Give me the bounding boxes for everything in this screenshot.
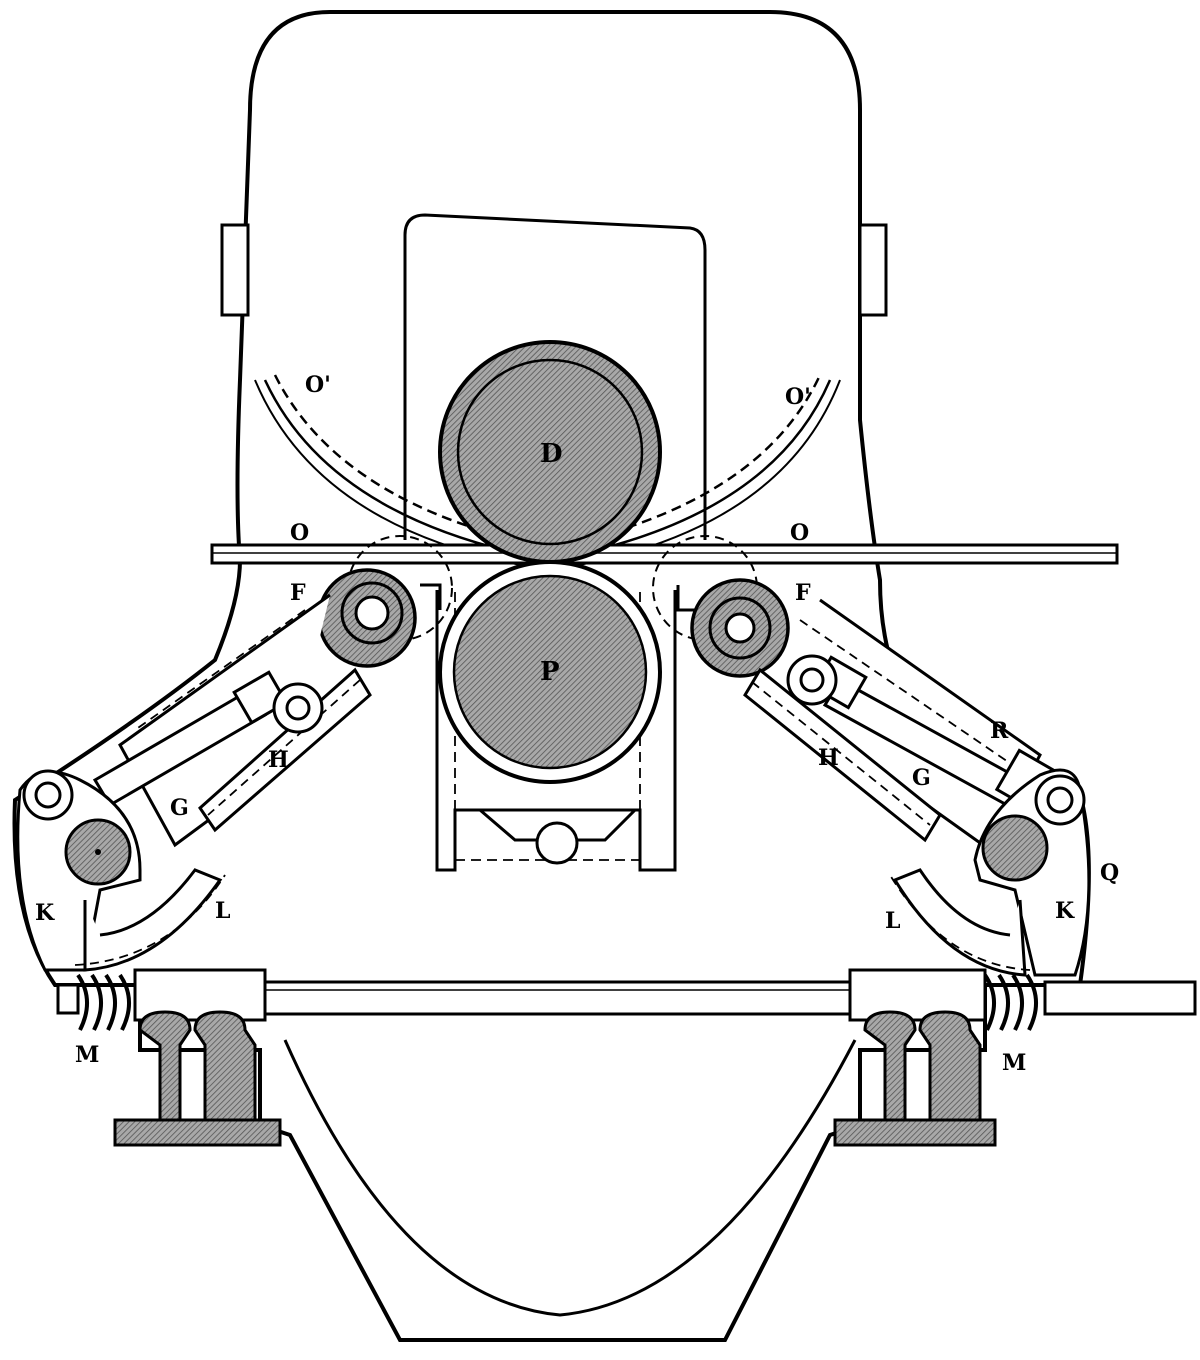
label-h-left: H xyxy=(268,747,289,773)
label-m-left: M xyxy=(75,1042,99,1068)
side-lug-right xyxy=(858,223,888,317)
bracket-left xyxy=(420,583,442,610)
label-m-right: M xyxy=(1002,1050,1026,1076)
diagram-labels: D P O O O' O' F F H H G G R K K L L M M … xyxy=(35,372,1119,1076)
label-r: R xyxy=(990,718,1009,744)
label-h-right: H xyxy=(818,745,839,771)
label-g-left: G xyxy=(170,795,189,821)
lower-housing xyxy=(435,590,677,872)
label-o-left: O xyxy=(290,520,309,546)
label-o-prime-right: O' xyxy=(785,384,811,410)
side-lug-left xyxy=(220,223,250,317)
label-k-right: K xyxy=(1055,898,1075,924)
frame-bowl xyxy=(283,1039,857,1317)
label-o-prime-left: O' xyxy=(305,372,331,398)
roller-p xyxy=(438,560,662,784)
central-housing xyxy=(403,213,707,540)
label-l-left: L xyxy=(215,898,230,924)
label-d: D xyxy=(540,439,563,469)
lower-pin xyxy=(535,821,579,865)
main-frame xyxy=(12,10,1091,1342)
label-g-right: G xyxy=(912,765,931,791)
label-o-right: O xyxy=(790,520,809,546)
label-f-left: F xyxy=(290,580,306,606)
label-k-left: K xyxy=(35,900,55,926)
bearing-block-right xyxy=(848,968,987,1022)
label-f-right: F xyxy=(795,580,811,606)
roller-d xyxy=(438,340,662,564)
label-l-right: L xyxy=(885,908,900,934)
bracket-right xyxy=(676,585,695,612)
label-q: Q xyxy=(1100,860,1119,886)
worm-shaft xyxy=(263,980,1197,1016)
rail-left xyxy=(113,1010,282,1147)
roller-f-right xyxy=(652,535,790,678)
arm-left xyxy=(16,593,372,1031)
roller-f-left xyxy=(317,535,453,668)
rail-right xyxy=(833,1010,997,1147)
arm-right xyxy=(743,598,1091,1031)
label-p: P xyxy=(540,657,560,687)
